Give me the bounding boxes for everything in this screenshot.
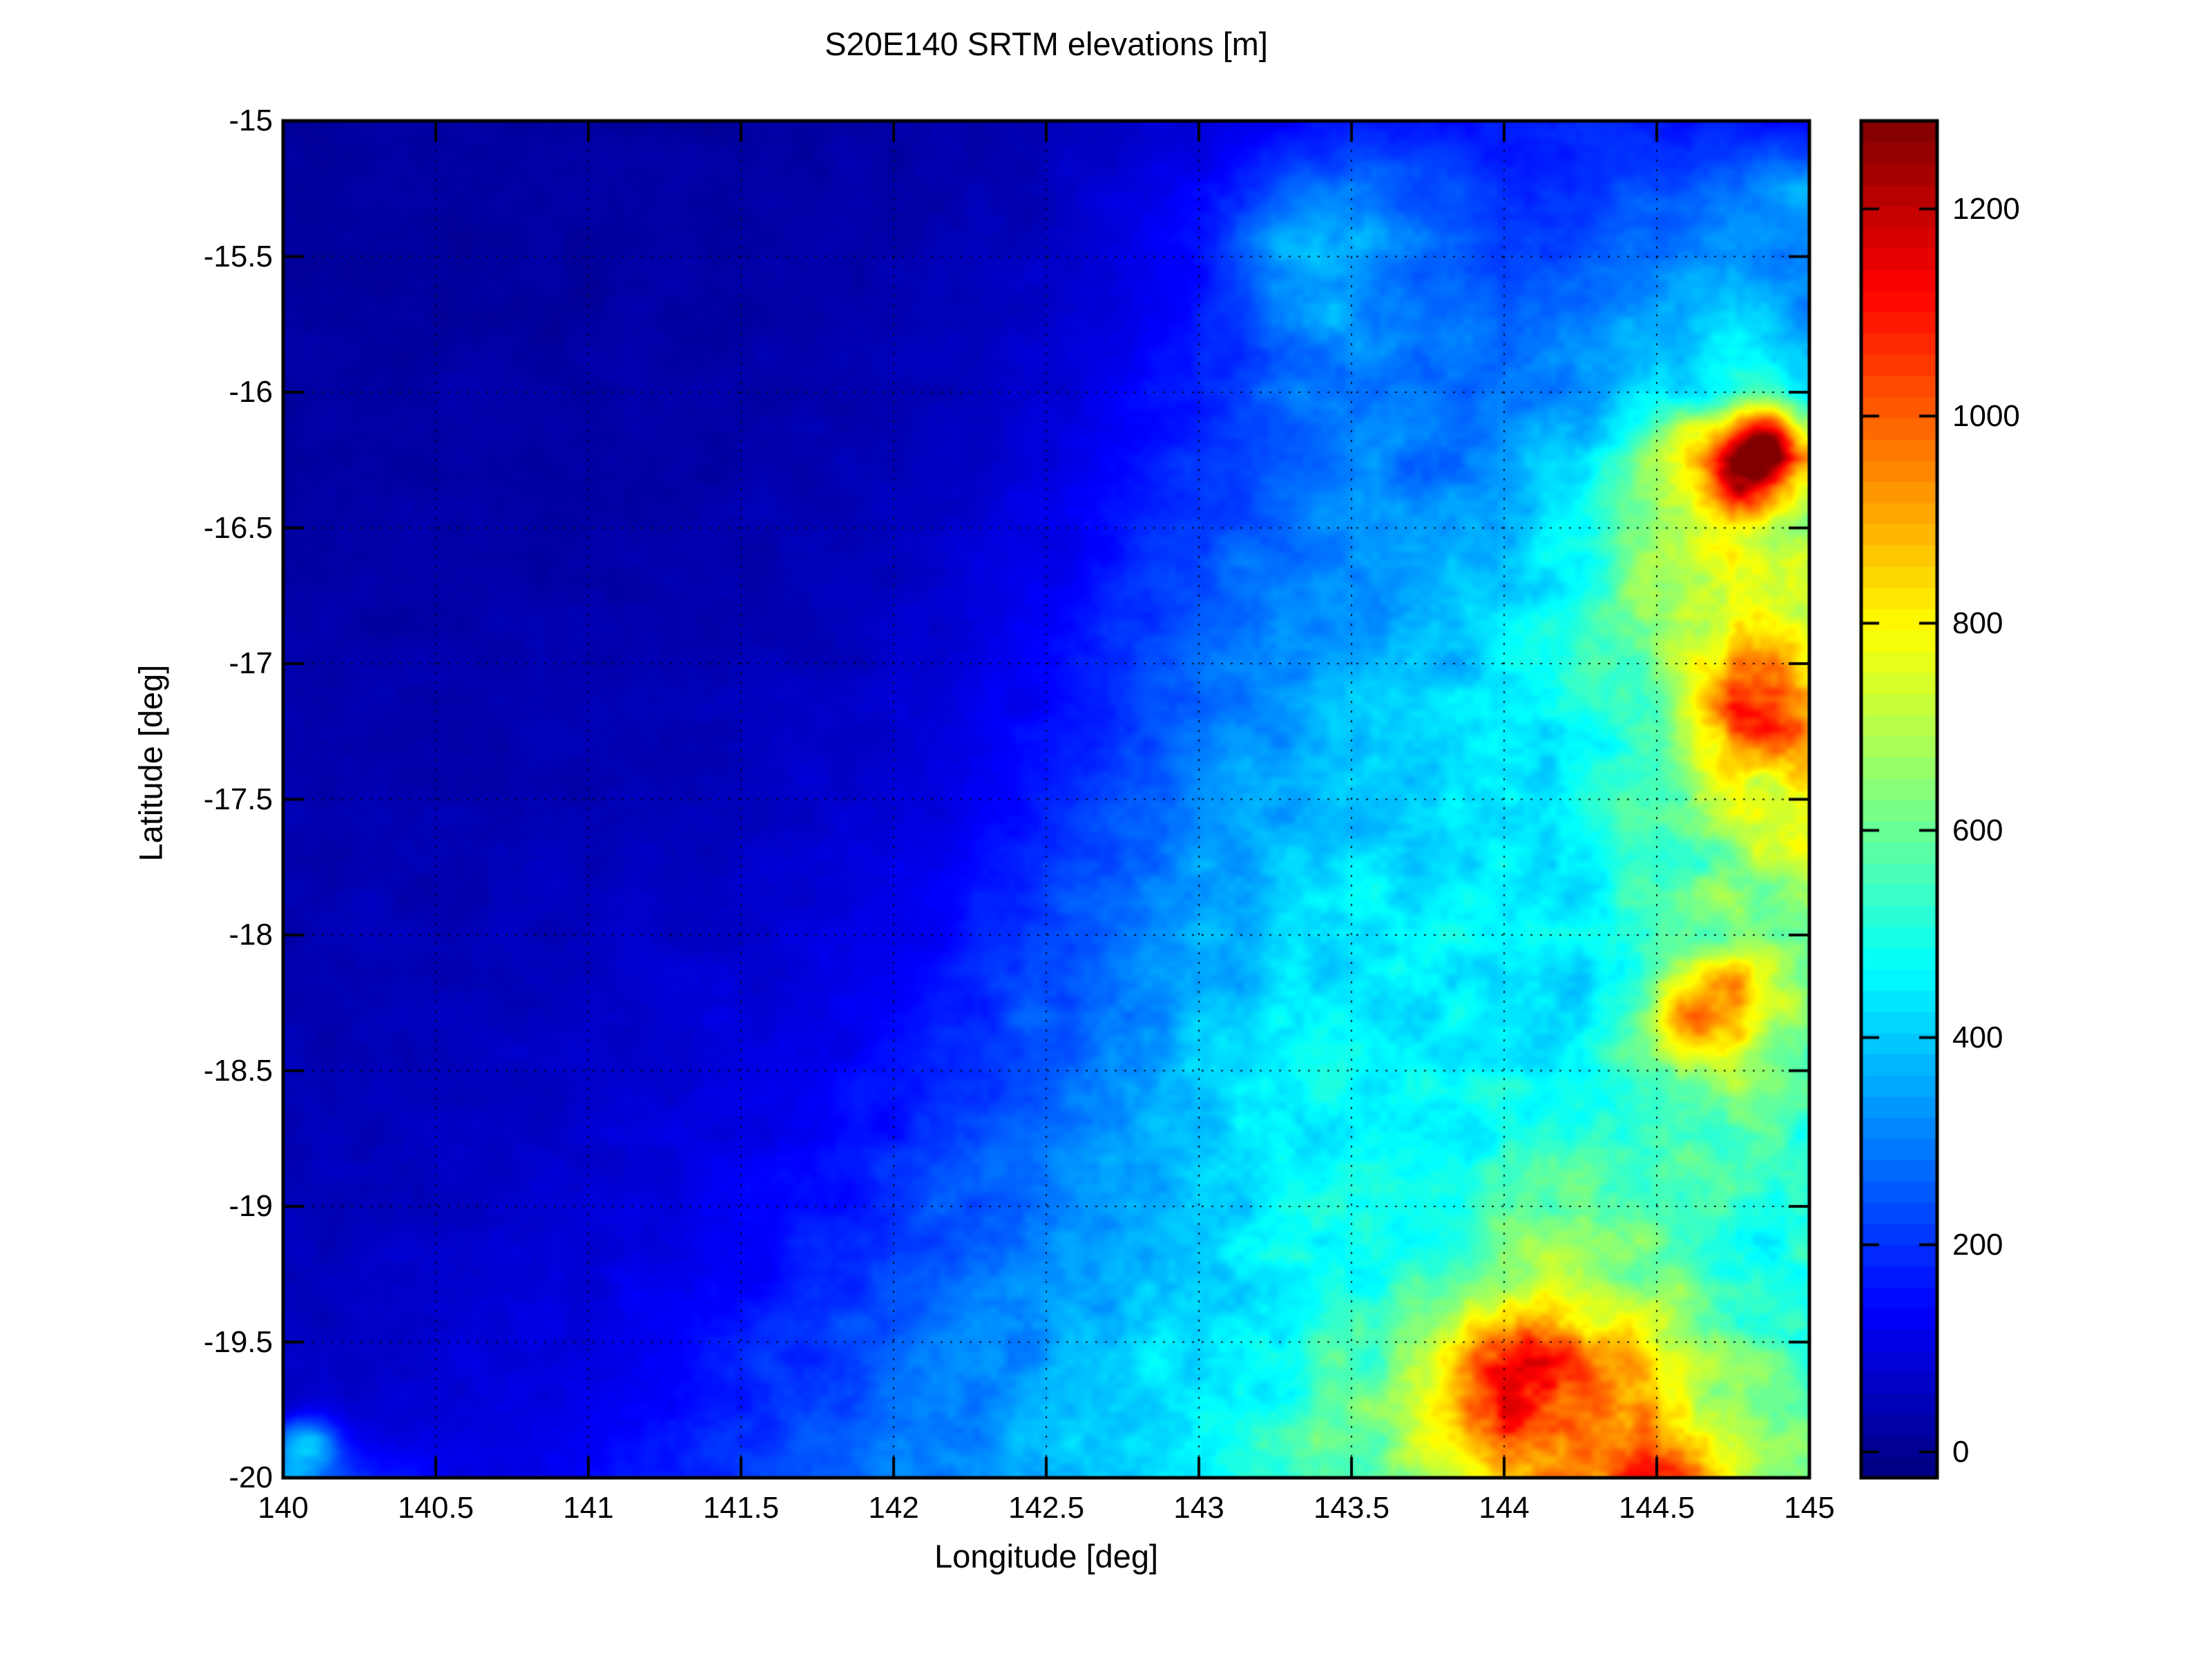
colorbar-tick-label: 200	[1952, 1227, 2003, 1262]
x-tick-label: 142	[868, 1491, 919, 1525]
y-axis-label: Latitude [deg]	[132, 664, 169, 862]
x-tick-label: 143.5	[1313, 1491, 1390, 1525]
colorbar-tick-label: 600	[1952, 813, 2003, 847]
chart-title: S20E140 SRTM elevations [m]	[825, 26, 1268, 62]
x-tick-label: 141	[563, 1491, 614, 1525]
y-tick-label: -18	[229, 918, 273, 952]
y-tick-label: -17.5	[203, 782, 273, 816]
x-tick-label: 144.5	[1618, 1491, 1695, 1525]
y-tick-label: -17	[229, 646, 273, 680]
y-tick-label: -19.5	[203, 1324, 273, 1359]
y-tick-label: -15	[229, 104, 273, 137]
colorbar-tick-label: 1000	[1952, 398, 2020, 433]
x-tick-label: 144	[1479, 1491, 1530, 1525]
x-tick-label: 145	[1784, 1491, 1835, 1525]
y-tick-label: -16.5	[203, 510, 273, 545]
y-tick-label: -15.5	[203, 239, 273, 273]
x-tick-label: 140.5	[397, 1491, 474, 1525]
x-tick-label: 142.5	[1008, 1491, 1085, 1525]
x-tick-label: 140	[258, 1491, 309, 1525]
y-tick-label: -20	[229, 1461, 273, 1494]
y-tick-label: -16	[229, 375, 273, 409]
colorbar-tick-label: 1200	[1952, 191, 2020, 226]
colorbar-tick-label: 400	[1952, 1020, 2003, 1054]
x-axis-label: Longitude [deg]	[934, 1538, 1159, 1574]
y-tick-label: -18.5	[203, 1053, 273, 1088]
y-tick-label: -19	[229, 1189, 273, 1223]
x-tick-label: 143	[1173, 1491, 1224, 1525]
colorbar-tick-label: 0	[1952, 1434, 1970, 1469]
x-tick-label: 141.5	[702, 1491, 780, 1525]
colorbar-tick-label: 800	[1952, 606, 2003, 640]
